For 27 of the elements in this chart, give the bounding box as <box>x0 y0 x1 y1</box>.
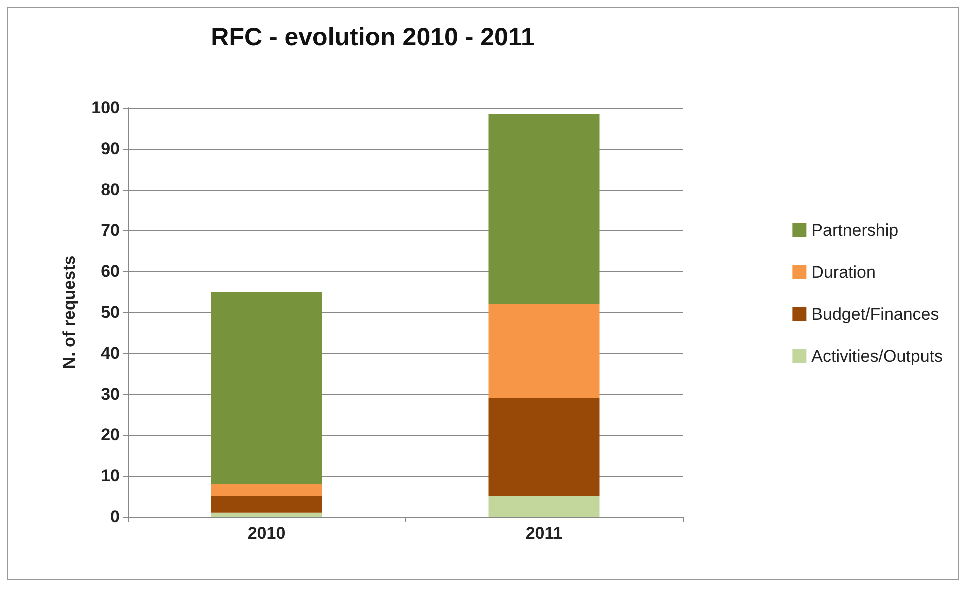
bar <box>211 484 322 497</box>
chart-title: RFC - evolution 2010 - 2011 <box>211 24 535 52</box>
y-tick-label: 70 <box>101 221 120 240</box>
bar <box>488 496 600 517</box>
legend-label: Activities/Outputs <box>812 347 943 366</box>
y-tick-label: 10 <box>101 466 120 486</box>
bar <box>488 114 600 304</box>
x-tick-label: 2011 <box>526 524 563 543</box>
y-tick-label: 60 <box>101 262 120 282</box>
bar <box>488 398 600 497</box>
x-tick-label: 2010 <box>248 524 286 543</box>
legend-label: Budget/Finances <box>812 305 940 324</box>
y-tick-label: 50 <box>101 303 120 322</box>
bar <box>211 496 322 513</box>
bar <box>211 512 322 517</box>
y-tick-label: 0 <box>110 508 120 526</box>
y-tick-label: 100 <box>92 98 120 118</box>
y-tick-label: 20 <box>101 426 120 445</box>
y-tick-label: 90 <box>101 139 120 158</box>
legend-label: Partnership <box>812 221 899 240</box>
y-tick-label: 80 <box>101 180 120 200</box>
y-tick-label: 40 <box>101 344 120 363</box>
bar <box>211 292 322 484</box>
bar <box>488 304 600 398</box>
y-axis-title: N. of requests <box>60 256 79 370</box>
legend-label: Duration <box>812 263 876 282</box>
y-tick-label: 30 <box>101 384 120 404</box>
